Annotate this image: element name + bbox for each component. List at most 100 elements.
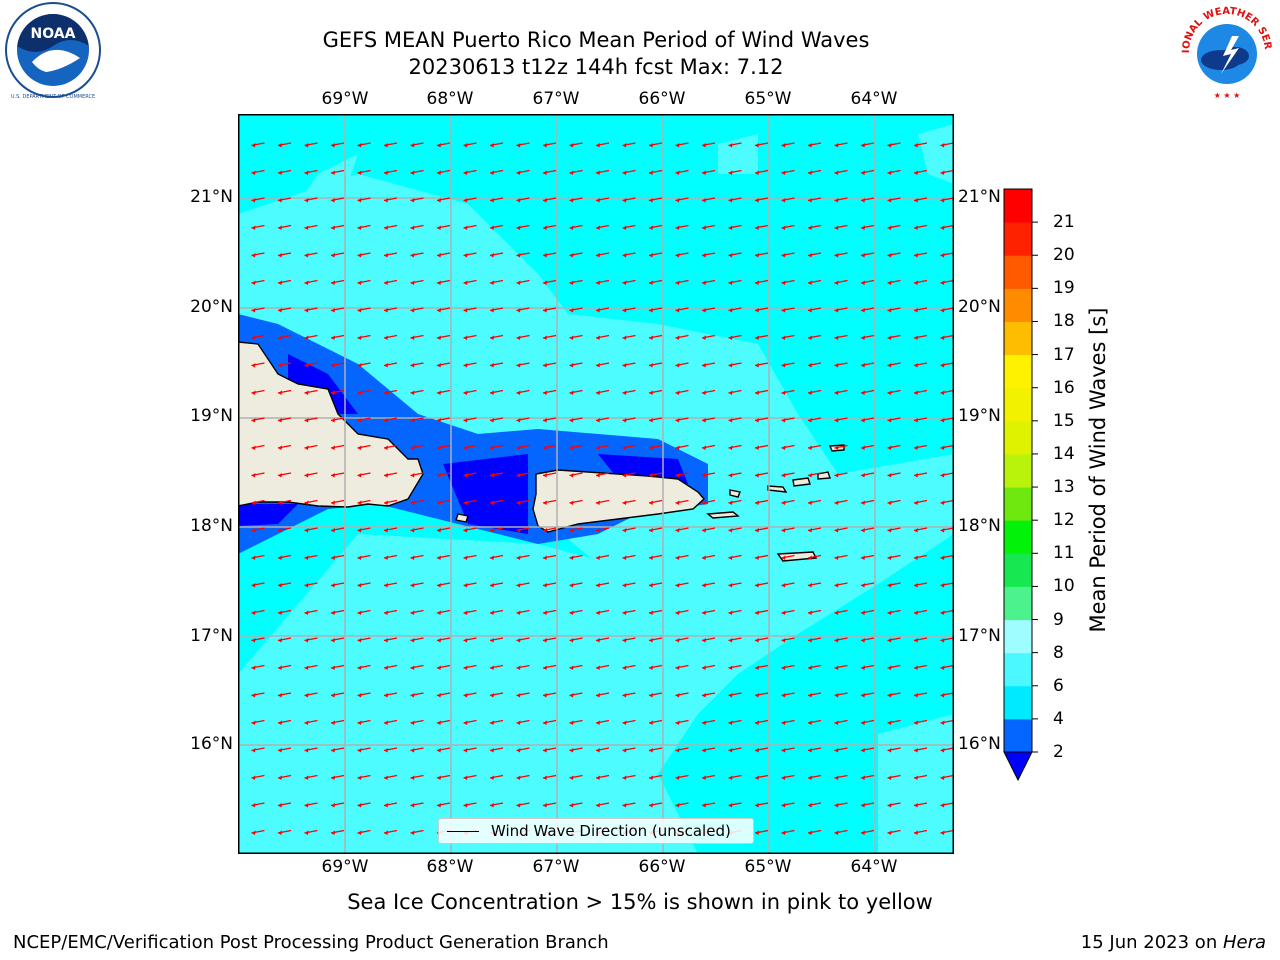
wind-wave-arrowhead (622, 775, 627, 780)
colorbar-tick-label: 9 (1053, 609, 1064, 630)
wind-wave-arrowhead (516, 500, 521, 505)
wind-wave-arrowhead (437, 720, 441, 725)
wind-wave-arrowhead (596, 198, 600, 203)
wind-wave-arrowhead (808, 390, 812, 395)
wind-wave-arrowhead (357, 198, 362, 203)
wind-wave-arrowhead (914, 198, 918, 203)
wind-wave-arrowhead (702, 198, 706, 203)
wind-wave-arrowhead (622, 610, 627, 615)
wind-wave-arrowhead (728, 280, 733, 285)
wind-wave-arrowhead (755, 748, 759, 753)
wind-wave-arrowhead (490, 253, 494, 258)
wind-wave-arrowhead (728, 610, 733, 615)
wind-wave-arrowhead (702, 638, 706, 643)
colorbar-tick-label: 14 (1053, 443, 1075, 464)
wind-wave-arrowhead (649, 555, 653, 560)
wind-wave-arrowhead (410, 610, 415, 615)
wind-wave-arrowhead (569, 390, 574, 395)
colorbar-tick-label: 15 (1053, 410, 1075, 431)
wind-wave-arrowhead (834, 748, 839, 753)
wind-wave-arrowhead (357, 583, 362, 588)
wind-wave-arrowhead (861, 170, 865, 175)
wind-wave-arrowhead (410, 280, 415, 285)
wind-wave-arrowhead (781, 748, 786, 753)
footer-date-text: 15 Jun 2023 on (1080, 932, 1223, 953)
wind-wave-arrowhead (914, 638, 918, 643)
wind-wave-arrowhead (463, 748, 468, 753)
wind-wave-arrowhead (622, 500, 627, 505)
wind-wave-arrowhead (357, 803, 362, 808)
wind-wave-arrowhead (887, 225, 892, 230)
wind-wave-arrowhead (437, 473, 441, 478)
wind-wave-arrowhead (278, 253, 282, 258)
wind-wave-arrowhead (251, 803, 256, 808)
wind-wave-arrowhead (490, 363, 494, 368)
colorbar-bin (1004, 453, 1032, 488)
wind-wave-arrowhead (834, 555, 839, 560)
wind-wave-arrowhead (437, 418, 441, 423)
wind-wave-arrowhead (410, 308, 415, 313)
wind-wave-arrowhead (675, 280, 680, 285)
lat-label-right: 18°N (958, 516, 1001, 536)
wind-wave-arrowhead (331, 693, 335, 698)
wind-wave-arrowhead (861, 803, 865, 808)
wind-wave-arrowhead (384, 748, 388, 753)
wind-wave-arrowhead (675, 555, 680, 560)
wind-wave-arrowhead (251, 308, 256, 313)
wind-wave-arrowhead (410, 583, 415, 588)
wind-wave-arrowhead (331, 418, 335, 423)
wind-wave-arrowhead (808, 445, 812, 450)
wind-wave-arrowhead (357, 225, 362, 230)
wind-wave-arrowhead (251, 720, 256, 725)
wind-wave-arrowhead (569, 748, 574, 753)
wind-wave-arrowhead (543, 198, 547, 203)
wind-wave-arrowhead (596, 390, 600, 395)
wind-wave-arrowhead (251, 363, 256, 368)
wind-wave-arrowhead (808, 528, 812, 533)
wind-wave-arrowhead (357, 445, 362, 450)
wind-wave-arrowhead (622, 280, 627, 285)
lat-label-right: 16°N (958, 734, 1001, 754)
wind-wave-arrowhead (861, 500, 865, 505)
wind-wave-arrowhead (675, 665, 680, 670)
wind-wave-arrowhead (437, 803, 441, 808)
wind-wave-arrowhead (887, 720, 892, 725)
wind-wave-arrowhead (304, 280, 309, 285)
wind-wave-arrowhead (834, 143, 839, 148)
wind-wave-arrowhead (940, 775, 945, 780)
wind-wave-arrowhead (887, 198, 892, 203)
wind-wave-arrowhead (543, 335, 547, 340)
wind-wave-arrowhead (596, 143, 600, 148)
wind-wave-arrowhead (781, 335, 786, 340)
wind-wave-arrowhead (622, 555, 627, 560)
svg-text:★ ★ ★: ★ ★ ★ (1214, 91, 1241, 100)
wind-wave-arrowhead (516, 775, 521, 780)
wind-wave-arrowhead (490, 803, 494, 808)
wind-wave-arrowhead (887, 335, 892, 340)
wind-wave-arrowhead (887, 693, 892, 698)
wind-wave-arrowhead (781, 500, 786, 505)
wind-wave-arrowhead (596, 665, 600, 670)
wind-wave-arrowhead (702, 500, 706, 505)
wind-wave-arrowhead (357, 335, 362, 340)
wind-wave-arrowhead (887, 390, 892, 395)
wind-wave-arrowhead (384, 500, 388, 505)
wind-wave-arrowhead (331, 170, 335, 175)
wind-wave-arrowhead (569, 198, 574, 203)
wind-wave-arrowhead (781, 198, 786, 203)
colorbar-bin (1004, 354, 1032, 389)
wind-wave-arrowhead (596, 693, 600, 698)
wind-wave-arrowhead (304, 363, 309, 368)
wind-wave-arrowhead (808, 748, 812, 753)
wind-wave-arrowhead (357, 665, 362, 670)
wind-wave-arrowhead (384, 418, 388, 423)
wind-wave-arrowhead (861, 253, 865, 258)
wind-wave-arrowhead (278, 500, 282, 505)
wind-wave-arrowhead (516, 335, 521, 340)
wind-wave-arrowhead (543, 418, 547, 423)
legend-line-swatch (447, 831, 479, 832)
wind-wave-arrowhead (304, 170, 309, 175)
wind-wave-arrowhead (914, 418, 918, 423)
wind-wave-arrowhead (622, 170, 627, 175)
wind-wave-arrowhead (861, 775, 865, 780)
